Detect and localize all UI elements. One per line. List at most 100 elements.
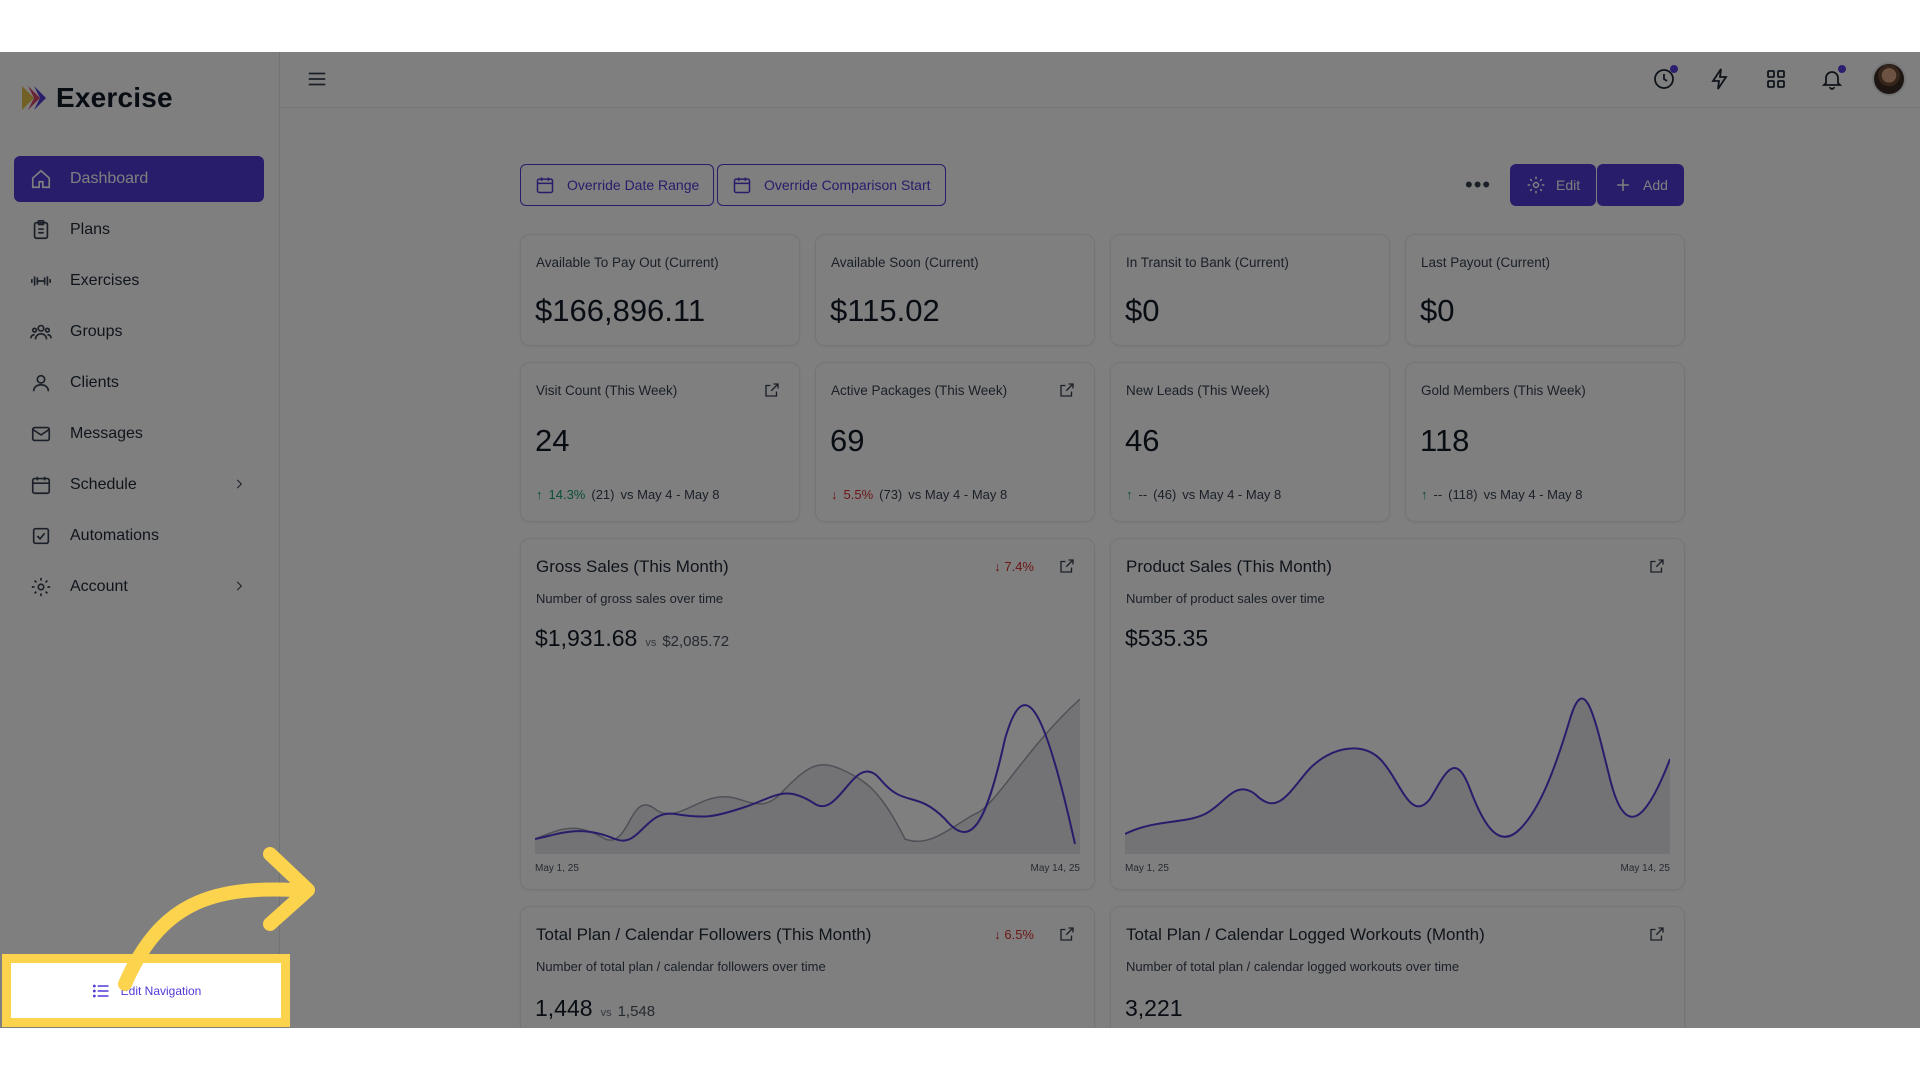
- change-percent: 5.5%: [843, 487, 874, 502]
- sidebar-item-automations[interactable]: Automations: [14, 513, 264, 559]
- plus-icon: [1617, 179, 1629, 191]
- add-widget-button[interactable]: Add: [1597, 164, 1684, 206]
- external-link-icon[interactable]: [763, 381, 781, 399]
- button-label: Edit: [1556, 177, 1581, 193]
- button-label: Override Date Range: [567, 177, 700, 193]
- sidebar-item-label: Plans: [70, 221, 111, 238]
- stat-label: Available To Pay Out (Current): [536, 255, 719, 270]
- chart-card-product-sales[interactable]: Product Sales (This Month) Number of pro…: [1110, 538, 1685, 890]
- change-percent: 6.5%: [1004, 927, 1034, 942]
- app-logo[interactable]: Exercise: [18, 82, 173, 114]
- sidebar-item-messages[interactable]: Messages: [14, 411, 264, 457]
- mail-icon: [31, 426, 51, 442]
- sidebar-item-schedule[interactable]: Schedule: [14, 462, 264, 508]
- previous-value: $2,085.72: [662, 633, 730, 650]
- chart-title: Product Sales (This Month): [1126, 557, 1332, 576]
- area-fill: [1125, 698, 1670, 854]
- sidebar-item-exercises[interactable]: Exercises: [14, 258, 264, 304]
- chart-subtitle: Number of total plan / calendar follower…: [536, 959, 826, 974]
- history-button[interactable]: [1648, 63, 1680, 95]
- chart-title: Gross Sales (This Month): [536, 557, 729, 576]
- sidebar-item-plans[interactable]: Plans: [14, 207, 264, 253]
- stat-label: Last Payout (Current): [1421, 255, 1551, 270]
- chart-subtitle: Number of total plan / calendar logged w…: [1126, 959, 1460, 974]
- logo-icon: [22, 86, 46, 110]
- chart-card-logged-workouts[interactable]: Total Plan / Calendar Logged Workouts (M…: [1110, 906, 1685, 1028]
- more-options-button[interactable]: •••: [1465, 172, 1492, 197]
- previous-value: 1,548: [617, 1003, 656, 1020]
- lightning-icon: [1711, 68, 1728, 90]
- stat-value: 24: [535, 423, 570, 458]
- stat-label: Visit Count (This Week): [536, 383, 678, 398]
- external-link-icon[interactable]: [1058, 381, 1076, 399]
- chart-value: 3,221: [1125, 995, 1183, 1022]
- app-name: Exercise: [56, 82, 173, 113]
- change-percent: --: [1138, 487, 1148, 502]
- previous-value: (21): [591, 487, 615, 502]
- x-axis-start: May 1, 25: [535, 863, 579, 874]
- button-label: Add: [1643, 177, 1668, 193]
- sidebar-item-label: Automations: [70, 527, 159, 544]
- previous-value: (73): [879, 487, 903, 502]
- stat-card-available-soon: Available Soon (Current) $115.02: [815, 234, 1095, 346]
- external-link-icon[interactable]: [1648, 925, 1666, 943]
- quick-actions-button[interactable]: [1704, 63, 1736, 95]
- home-icon: [31, 169, 51, 189]
- sidebar-item-clients[interactable]: Clients: [14, 360, 264, 406]
- dashboard-toolbar: Override Date Range Override Comparison …: [520, 164, 1684, 206]
- external-link-icon[interactable]: [1058, 557, 1076, 575]
- sidebar-item-groups[interactable]: Groups: [14, 309, 264, 355]
- dumbbell-icon: [31, 276, 51, 286]
- chart-value: $1,931.68 vs $2,085.72: [535, 625, 729, 652]
- stat-comparison: ↑ -- (118) vs May 4 - May 8: [1421, 487, 1583, 502]
- stat-card-active-packages[interactable]: Active Packages (This Week) 69 ↓ 5.5% (7…: [815, 362, 1095, 522]
- current-value: $535.35: [1125, 625, 1209, 651]
- change-percent: 14.3%: [548, 487, 586, 502]
- stat-value: 46: [1125, 423, 1160, 458]
- sidebar-nav: Dashboard Plans Exercises Groups Clients…: [14, 156, 264, 615]
- change-percent: --: [1433, 487, 1443, 502]
- comparison-range: vs May 4 - May 8: [1483, 487, 1583, 502]
- sidebar-item-account[interactable]: Account: [14, 564, 264, 610]
- stat-card-gold-members[interactable]: Gold Members (This Week) 118 ↑ -- (118) …: [1405, 362, 1685, 522]
- stat-label: New Leads (This Week): [1126, 383, 1270, 398]
- sidebar-item-dashboard[interactable]: Dashboard: [14, 156, 264, 202]
- current-value: 1,448: [535, 995, 593, 1021]
- sidebar-item-label: Schedule: [70, 476, 137, 493]
- notification-dot: [1838, 65, 1846, 73]
- stat-comparison: ↑ -- (46) vs May 4 - May 8: [1126, 487, 1281, 502]
- stat-card-visit-count[interactable]: Visit Count (This Week) 24 ↑ 14.3% (21) …: [520, 362, 800, 522]
- edit-dashboard-button[interactable]: Edit: [1510, 164, 1597, 206]
- avatar[interactable]: [1872, 62, 1906, 96]
- notifications-button[interactable]: [1816, 63, 1848, 95]
- chart-change: ↓ 7.4%: [994, 559, 1034, 574]
- sidebar-item-label: Messages: [70, 425, 143, 442]
- menu-icon[interactable]: [306, 68, 328, 90]
- override-comparison-start-button[interactable]: Override Comparison Start: [717, 164, 946, 206]
- vs-label: vs: [645, 637, 657, 649]
- chart-subtitle: Number of product sales over time: [1126, 591, 1325, 606]
- calendar-icon: [536, 177, 554, 194]
- sidebar-item-label: Exercises: [70, 272, 140, 289]
- override-date-range-button[interactable]: Override Date Range: [520, 164, 715, 206]
- apps-button[interactable]: [1760, 63, 1792, 95]
- sidebar-item-label: Groups: [70, 323, 123, 340]
- sidebar-item-label: Account: [70, 578, 128, 595]
- stat-label: Active Packages (This Week): [831, 383, 1008, 398]
- stat-value: $0: [1125, 293, 1160, 328]
- external-link-icon[interactable]: [1648, 557, 1666, 575]
- chart-card-plan-followers[interactable]: Total Plan / Calendar Followers (This Mo…: [520, 906, 1095, 1028]
- stat-label: Gold Members (This Week): [1421, 383, 1586, 398]
- stat-card-last-payout: Last Payout (Current) $0: [1405, 234, 1685, 346]
- calendar-icon: [31, 476, 51, 495]
- chart-card-gross-sales[interactable]: Gross Sales (This Month) ↓ 7.4% Number o…: [520, 538, 1095, 890]
- gear-icon: [31, 577, 51, 597]
- checkbox-icon: [32, 527, 50, 545]
- stat-card-available-to-pay-out: Available To Pay Out (Current) $166,896.…: [520, 234, 800, 346]
- chart-subtitle: Number of gross sales over time: [536, 591, 724, 606]
- stat-card-new-leads[interactable]: New Leads (This Week) 46 ↑ -- (46) vs Ma…: [1110, 362, 1390, 522]
- top-bar-actions: [1648, 62, 1906, 96]
- chart-title: Total Plan / Calendar Logged Workouts (M…: [1126, 925, 1485, 944]
- external-link-icon[interactable]: [1058, 925, 1076, 943]
- previous-value: (46): [1153, 487, 1177, 502]
